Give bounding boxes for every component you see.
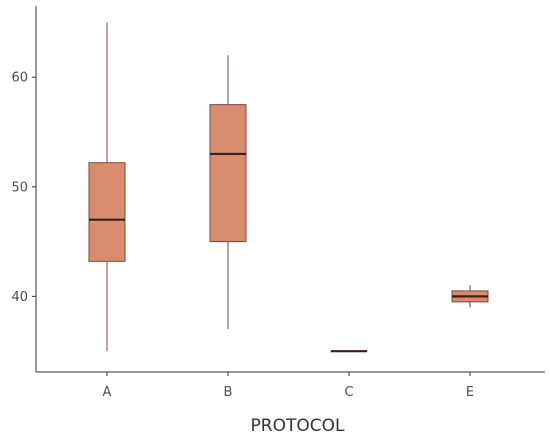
x-axis-title: PROTOCOL (251, 416, 345, 436)
plot-area (88, 22, 489, 353)
box-body (209, 104, 247, 243)
axes (35, 6, 545, 373)
x-tick-label: C (344, 385, 353, 400)
y-tick-label: 60 (11, 71, 28, 86)
box-b (209, 55, 247, 330)
x-tick-label: B (224, 385, 233, 400)
x-tick-label: A (103, 385, 112, 400)
x-tick-label: E (466, 385, 474, 400)
box-e (451, 285, 489, 308)
box-a (88, 22, 126, 352)
y-axis-ticks: 40 50 60 (11, 71, 36, 305)
box-body (88, 162, 126, 262)
y-tick-label: 40 (11, 290, 28, 305)
y-tick-label: 50 (11, 180, 28, 195)
